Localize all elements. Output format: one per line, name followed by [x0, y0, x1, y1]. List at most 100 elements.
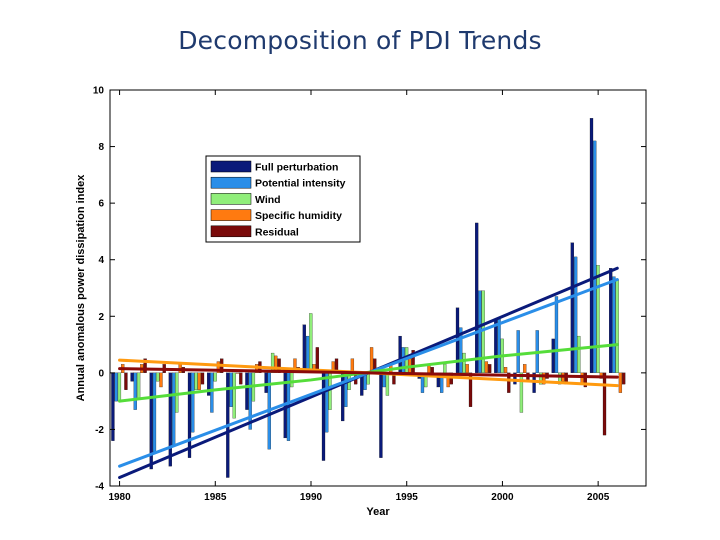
bar-specific-humidity-1993 — [369, 347, 374, 373]
legend-label: Potential intensity — [255, 178, 346, 190]
bar-specific-humidity-2001 — [523, 364, 527, 373]
y-tick-label: 2 — [98, 312, 104, 323]
x-tick-label: 2000 — [491, 492, 514, 503]
bar-specific-humidity-2002 — [542, 372, 546, 385]
y-tick-label: 8 — [98, 142, 104, 153]
bar-residual-2005 — [602, 372, 607, 436]
bar-potential-intensity-2000 — [497, 318, 501, 373]
bar-potential-intensity-1981 — [133, 372, 137, 410]
slide-title: Decomposition of PDI Trends — [178, 26, 542, 55]
bar-full-perturbation-2005 — [589, 118, 594, 373]
bar-full-perturbation-1984 — [187, 372, 192, 458]
bar-residual-1988 — [277, 358, 281, 373]
legend-label: Specific humidity — [255, 210, 342, 222]
bar-potential-intensity-1986 — [229, 372, 233, 407]
bar-full-perturbation-1992 — [341, 372, 345, 422]
bar-potential-intensity-1983 — [171, 372, 176, 447]
bar-wind-2005 — [596, 265, 600, 373]
legend-label: Residual — [255, 226, 299, 238]
bar-full-perturbation-1980 — [111, 372, 115, 441]
bar-potential-intensity-1980 — [114, 372, 118, 402]
y-tick-label: 4 — [98, 255, 104, 266]
x-tick-label: 1990 — [300, 492, 323, 503]
bar-wind-2001 — [519, 372, 524, 413]
bar-potential-intensity-1992 — [344, 372, 348, 407]
bar-potential-intensity-2004 — [573, 256, 578, 373]
bar-full-perturbation-1988 — [264, 372, 268, 393]
bar-full-perturbation-2006 — [609, 268, 613, 373]
legend-swatch — [210, 176, 252, 189]
bar-wind-1994 — [385, 372, 390, 396]
bar-full-perturbation-2004 — [570, 242, 574, 373]
bar-wind-1999 — [481, 290, 485, 373]
bar-potential-intensity-1985 — [210, 372, 214, 413]
y-tick-label: 6 — [98, 199, 104, 210]
bar-potential-intensity-2006 — [612, 276, 616, 373]
bar-full-perturbation-1983 — [168, 372, 172, 467]
bar-residual-2000 — [507, 372, 511, 393]
bar-potential-intensity-1990 — [305, 335, 310, 373]
bar-wind-2006 — [615, 279, 619, 373]
bar-full-perturbation-1987 — [245, 372, 249, 410]
bar-potential-intensity-1991 — [325, 372, 329, 433]
bar-full-perturbation-2001 — [513, 372, 517, 385]
bar-full-perturbation-2003 — [551, 338, 555, 373]
bar-full-perturbation-1981 — [130, 372, 134, 382]
bar-wind-1982 — [156, 372, 160, 382]
bar-potential-intensity-1998 — [459, 327, 463, 373]
bar-specific-humidity-2006 — [618, 372, 623, 393]
bar-specific-humidity-2000 — [503, 367, 508, 373]
bar-wind-1990 — [309, 313, 313, 373]
y-tick-label: -4 — [95, 482, 104, 493]
bar-residual-1996 — [430, 367, 434, 373]
bar-wind-1989 — [290, 372, 294, 388]
bar-wind-1985 — [213, 372, 217, 382]
bar-full-perturbation-1990 — [302, 324, 306, 373]
plot-frame — [109, 89, 647, 487]
bar-full-perturbation-1982 — [149, 372, 153, 470]
bar-specific-humidity-1984 — [197, 372, 201, 390]
x-tick-label: 1995 — [396, 492, 419, 503]
x-tick-label: 2005 — [587, 492, 610, 503]
bar-specific-humidity-1988 — [274, 355, 278, 373]
bar-residual-1980 — [124, 372, 128, 390]
bar-potential-intensity-1987 — [248, 372, 252, 430]
bar-wind-1981 — [136, 372, 141, 399]
bar-specific-humidity-1986 — [235, 372, 240, 374]
legend-swatch — [210, 209, 252, 221]
bar-potential-intensity-2003 — [554, 296, 559, 373]
bar-full-perturbation-1985 — [207, 372, 211, 396]
x-axis-title: Year — [366, 506, 390, 518]
bar-residual-1981 — [143, 358, 147, 373]
bar-wind-1980 — [117, 372, 122, 402]
bar-full-perturbation-1994 — [379, 372, 383, 458]
y-tick-label: 10 — [93, 86, 105, 97]
bar-wind-1986 — [232, 372, 236, 419]
bar-potential-intensity-1982 — [152, 372, 157, 453]
bar-potential-intensity-2001 — [516, 330, 520, 373]
bar-wind-2002 — [538, 372, 543, 385]
bar-residual-1984 — [200, 372, 205, 385]
x-tick-label: 1980 — [108, 492, 131, 503]
y-axis-title: Annual anomalous power dissipation index — [75, 174, 87, 402]
bar-wind-1988 — [270, 352, 275, 373]
bar-full-perturbation-1991 — [321, 372, 326, 461]
legend-swatch — [210, 193, 252, 205]
legend-swatch — [210, 225, 252, 238]
legend-label: Full perturbation — [255, 162, 338, 174]
bar-residual-2006 — [622, 372, 626, 385]
bar-wind-1998 — [462, 352, 466, 373]
y-tick-label: 0 — [98, 368, 104, 379]
y-tick-label: -2 — [95, 425, 104, 436]
legend-label: Wind — [255, 194, 281, 206]
bar-residual-2004 — [583, 372, 587, 388]
residual-trend-line — [118, 367, 619, 379]
bar-residual-1998 — [468, 372, 473, 407]
bar-wind-1984 — [194, 372, 198, 390]
bar-potential-intensity-1984 — [191, 372, 195, 433]
bar-specific-humidity-1998 — [465, 364, 469, 373]
bar-residual-1999 — [488, 364, 492, 373]
legend-swatch — [210, 160, 252, 173]
bar-wind-2003 — [558, 372, 562, 385]
